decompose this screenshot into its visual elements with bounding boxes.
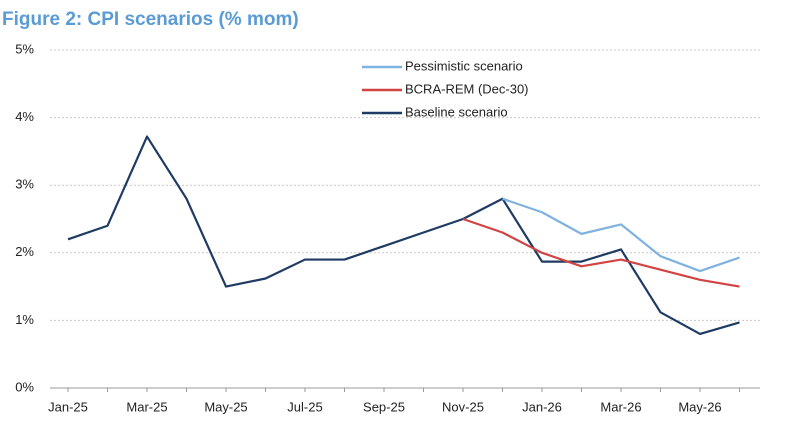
x-tick-label: Jul-25 — [287, 399, 322, 414]
x-tick-label: Mar-25 — [126, 399, 167, 414]
x-tick-label: Jan-25 — [48, 399, 88, 414]
legend-label: Baseline scenario — [405, 104, 508, 119]
x-tick-label: May-25 — [204, 399, 247, 414]
y-tick-label: 2% — [15, 244, 34, 259]
x-tick-label: Sep-25 — [363, 399, 405, 414]
legend-label: BCRA-REM (Dec-30) — [405, 81, 529, 96]
y-tick-label: 4% — [15, 109, 34, 124]
legend-label: Pessimistic scenario — [405, 58, 523, 73]
x-tick-label: Mar-26 — [600, 399, 641, 414]
x-tick-label: Jan-26 — [522, 399, 562, 414]
y-tick-label: 1% — [15, 312, 34, 327]
x-tick-label: Nov-25 — [442, 399, 484, 414]
series-line — [502, 197, 740, 273]
series-line — [462, 217, 740, 288]
chart-title: Figure 2: CPI scenarios (% mom) — [2, 9, 299, 30]
y-tick-label: 3% — [15, 177, 34, 192]
series-line — [67, 135, 740, 336]
y-tick-label: 0% — [15, 379, 34, 394]
y-tick-label: 5% — [15, 41, 34, 56]
x-tick-label: May-26 — [678, 399, 721, 414]
